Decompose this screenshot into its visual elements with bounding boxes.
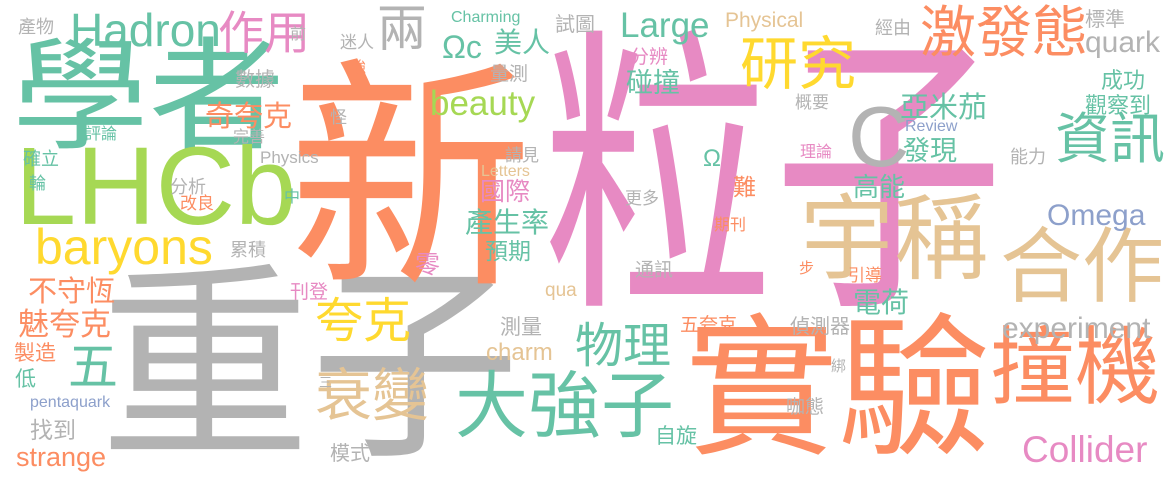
cloud-word-84: 製造 bbox=[14, 342, 56, 365]
cloud-word-9: 撞機 bbox=[990, 321, 1161, 416]
cloud-word-55: Review bbox=[905, 118, 958, 135]
cloud-word-52: 成功 bbox=[1101, 68, 1146, 93]
cloud-word-53: 概要 bbox=[795, 93, 829, 112]
cloud-word-43: 迷人 bbox=[340, 33, 374, 52]
cloud-word-39: 試圖 bbox=[555, 14, 595, 36]
cloud-word-31: experiment bbox=[1002, 312, 1151, 345]
cloud-word-23: quark bbox=[1085, 26, 1161, 59]
cloud-word-11: 研究 bbox=[740, 32, 857, 97]
cloud-word-13: 大強子 bbox=[455, 366, 674, 447]
cloud-word-16: 物理 bbox=[575, 320, 672, 373]
cloud-word-78: 刊登 bbox=[290, 282, 329, 303]
cloud-word-56: Ω bbox=[703, 145, 721, 172]
cloud-word-90: 咖態 bbox=[786, 397, 825, 418]
cloud-word-91: 找到 bbox=[30, 417, 76, 443]
cloud-word-66: Physics bbox=[260, 148, 319, 167]
cloud-word-85: charm bbox=[486, 339, 553, 366]
cloud-word-62: Letters bbox=[481, 163, 530, 180]
cloud-word-51: 產物 bbox=[18, 17, 54, 37]
cloud-word-40: Physical bbox=[725, 9, 804, 32]
cloud-word-61: 期刊 bbox=[714, 217, 747, 234]
cloud-word-48: 碰撞 bbox=[626, 68, 680, 98]
cloud-word-27: 發現 bbox=[903, 136, 957, 166]
cloud-word-2: 新 bbox=[288, 43, 533, 317]
cloud-word-34: 產生率 bbox=[465, 207, 550, 238]
cloud-word-64: 怪 bbox=[330, 108, 347, 127]
cloud-word-86: 低 bbox=[15, 368, 36, 391]
cloud-word-7: 宇稱 bbox=[800, 186, 989, 291]
cloud-word-46: 量測 bbox=[490, 64, 529, 85]
cloud-word-67: 評論 bbox=[85, 126, 118, 143]
cloud-word-3: 實驗 bbox=[685, 304, 992, 475]
cloud-word-59: 難 bbox=[733, 174, 756, 200]
cloud-word-70: 分析 bbox=[170, 177, 206, 197]
cloud-word-22: Large bbox=[620, 6, 710, 45]
cloud-word-80: 魅夸克 bbox=[18, 307, 111, 342]
cloud-word-10: 激發態 bbox=[920, 1, 1088, 64]
cloud-word-74: 通訊 bbox=[635, 260, 674, 281]
cloud-word-81: 測量 bbox=[500, 316, 542, 339]
cloud-word-76: 引導 bbox=[848, 266, 882, 285]
cloud-word-28: 高能 bbox=[853, 172, 906, 202]
cloud-word-6: C bbox=[848, 90, 910, 185]
cloud-word-25: 奇夸克 bbox=[205, 101, 293, 133]
cloud-word-4: 學者 bbox=[12, 29, 286, 165]
cloud-word-45: 強 bbox=[351, 59, 367, 76]
cloud-word-50: 標準 bbox=[1085, 9, 1125, 31]
cloud-word-15: 夸克 bbox=[315, 295, 412, 348]
cloud-word-83: 偵測器 bbox=[790, 316, 850, 338]
cloud-word-93: 模式 bbox=[330, 443, 370, 465]
cloud-word-79: qua bbox=[545, 280, 577, 301]
cloud-word-94: strange bbox=[16, 442, 107, 472]
cloud-word-92: 自旋 bbox=[655, 425, 697, 448]
cloud-word-19: Hadron bbox=[70, 4, 221, 56]
cloud-word-47: 分辨 bbox=[630, 47, 669, 68]
cloud-word-60: 更多 bbox=[625, 189, 659, 208]
cloud-word-38: Ωc bbox=[442, 29, 482, 65]
cloud-word-5: LHCb bbox=[15, 125, 297, 248]
cloud-word-12: 資訊 bbox=[1055, 108, 1166, 170]
cloud-word-68: 確立 bbox=[23, 149, 59, 169]
cloud-word-21: 兩 bbox=[377, 1, 427, 57]
cloud-word-44: 數據 bbox=[235, 69, 275, 91]
cloud-word-72: 中 bbox=[284, 189, 301, 206]
cloud-word-33: 國際 bbox=[480, 178, 531, 206]
cloud-word-87: 三 bbox=[319, 375, 333, 390]
cloud-word-26: 亞米茄 bbox=[900, 92, 988, 124]
cloud-word-69: 輪 bbox=[29, 174, 46, 193]
cloud-word-73: 累積 bbox=[230, 240, 266, 260]
cloud-word-0: 粒子 bbox=[542, 10, 1004, 346]
cloud-word-37: 美人 bbox=[494, 27, 551, 58]
cloud-word-41: Charming bbox=[451, 9, 521, 26]
cloud-word-58: 能力 bbox=[1010, 147, 1046, 167]
cloud-word-18: 作用 bbox=[218, 7, 310, 59]
cloud-word-36: 零 bbox=[415, 251, 441, 279]
cloud-word-71: 改良 bbox=[180, 194, 214, 213]
cloud-word-35: 預期 bbox=[485, 238, 531, 264]
cloud-word-32: 電荷 bbox=[853, 287, 910, 318]
cloud-word-29: Omega bbox=[1047, 199, 1146, 232]
cloud-word-17: 五 bbox=[68, 339, 118, 395]
cloud-word-89: pentaquark bbox=[30, 394, 111, 411]
cloud-word-42: 前 bbox=[290, 26, 307, 43]
cloud-word-65: 完善 bbox=[233, 129, 266, 146]
cloud-word-49: 經由 bbox=[875, 18, 911, 38]
cloud-word-82: 五夸克 bbox=[680, 315, 738, 336]
cloud-word-8: 合作 bbox=[1000, 222, 1165, 313]
cloud-word-88: 綁 bbox=[831, 358, 847, 375]
cloud-word-14: 衰變 bbox=[315, 364, 429, 428]
cloud-word-20: baryons bbox=[35, 219, 213, 275]
cloud-word-30: Collider bbox=[1022, 429, 1148, 470]
cloud-word-1: 重子 bbox=[100, 249, 521, 482]
cloud-word-24: beauty bbox=[430, 84, 536, 123]
cloud-word-75: 步 bbox=[799, 260, 815, 277]
cloud-word-77: 不守恆 bbox=[28, 276, 116, 308]
cloud-word-54: 觀察到 bbox=[1085, 93, 1152, 118]
cloud-word-63: 請見 bbox=[505, 146, 539, 165]
cloud-word-57: 理論 bbox=[800, 144, 833, 161]
